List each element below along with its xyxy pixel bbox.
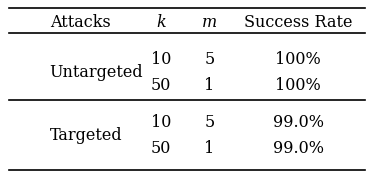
Text: k: k (156, 14, 166, 31)
Text: 99.0%: 99.0% (273, 114, 324, 131)
Text: Attacks: Attacks (50, 14, 110, 31)
Text: 10: 10 (151, 51, 171, 68)
Text: Targeted: Targeted (50, 127, 122, 144)
Text: m: m (202, 14, 217, 31)
Text: 100%: 100% (276, 77, 321, 94)
Text: 5: 5 (204, 114, 214, 131)
Text: 5: 5 (204, 51, 214, 68)
Text: Success Rate: Success Rate (244, 14, 353, 31)
Text: 1: 1 (204, 77, 214, 94)
Text: 50: 50 (151, 77, 171, 94)
Text: 10: 10 (151, 114, 171, 131)
Text: 99.0%: 99.0% (273, 140, 324, 157)
Text: 1: 1 (204, 140, 214, 157)
Text: 100%: 100% (276, 51, 321, 68)
Text: 50: 50 (151, 140, 171, 157)
Text: Untargeted: Untargeted (50, 64, 143, 81)
